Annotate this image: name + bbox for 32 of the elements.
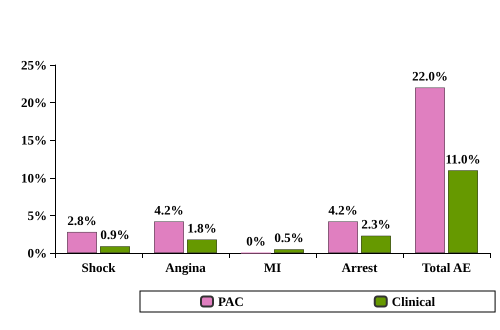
legend-label: PAC [218, 294, 244, 309]
data-label: 22.0% [412, 68, 448, 84]
y-tick-label: 15% [21, 132, 47, 148]
y-tick-label: 20% [21, 95, 47, 110]
legend-label: Clinical [392, 294, 436, 309]
x-tick-label: Total AE [422, 260, 472, 275]
x-tick-label: MI [264, 260, 282, 275]
bar [67, 232, 97, 253]
data-label: 1.8% [187, 220, 217, 236]
y-tick-label: 0% [28, 246, 47, 260]
y-tick-label: 25% [21, 58, 47, 72]
data-label: 4.2% [328, 202, 358, 218]
data-label: 0.9% [100, 227, 130, 242]
data-label: 11.0% [445, 151, 481, 166]
bar [274, 249, 304, 253]
bar [154, 221, 184, 253]
bar [187, 239, 217, 253]
x-tick-label: Shock [82, 260, 116, 275]
x-tick-label: Angina [165, 260, 206, 275]
data-label: 0.5% [274, 230, 304, 246]
data-label: 2.8% [67, 212, 97, 228]
bar [100, 246, 130, 253]
y-tick-label: 10% [21, 170, 47, 186]
x-tick-label: Arrest [342, 260, 378, 275]
data-label: 2.3% [361, 216, 391, 232]
y-tick-label: 5% [28, 208, 47, 223]
bar [448, 170, 478, 253]
data-label: 4.2% [154, 202, 184, 218]
bar [328, 221, 358, 253]
data-label: 0% [246, 234, 266, 248]
bar [415, 88, 445, 253]
bar [361, 236, 391, 253]
